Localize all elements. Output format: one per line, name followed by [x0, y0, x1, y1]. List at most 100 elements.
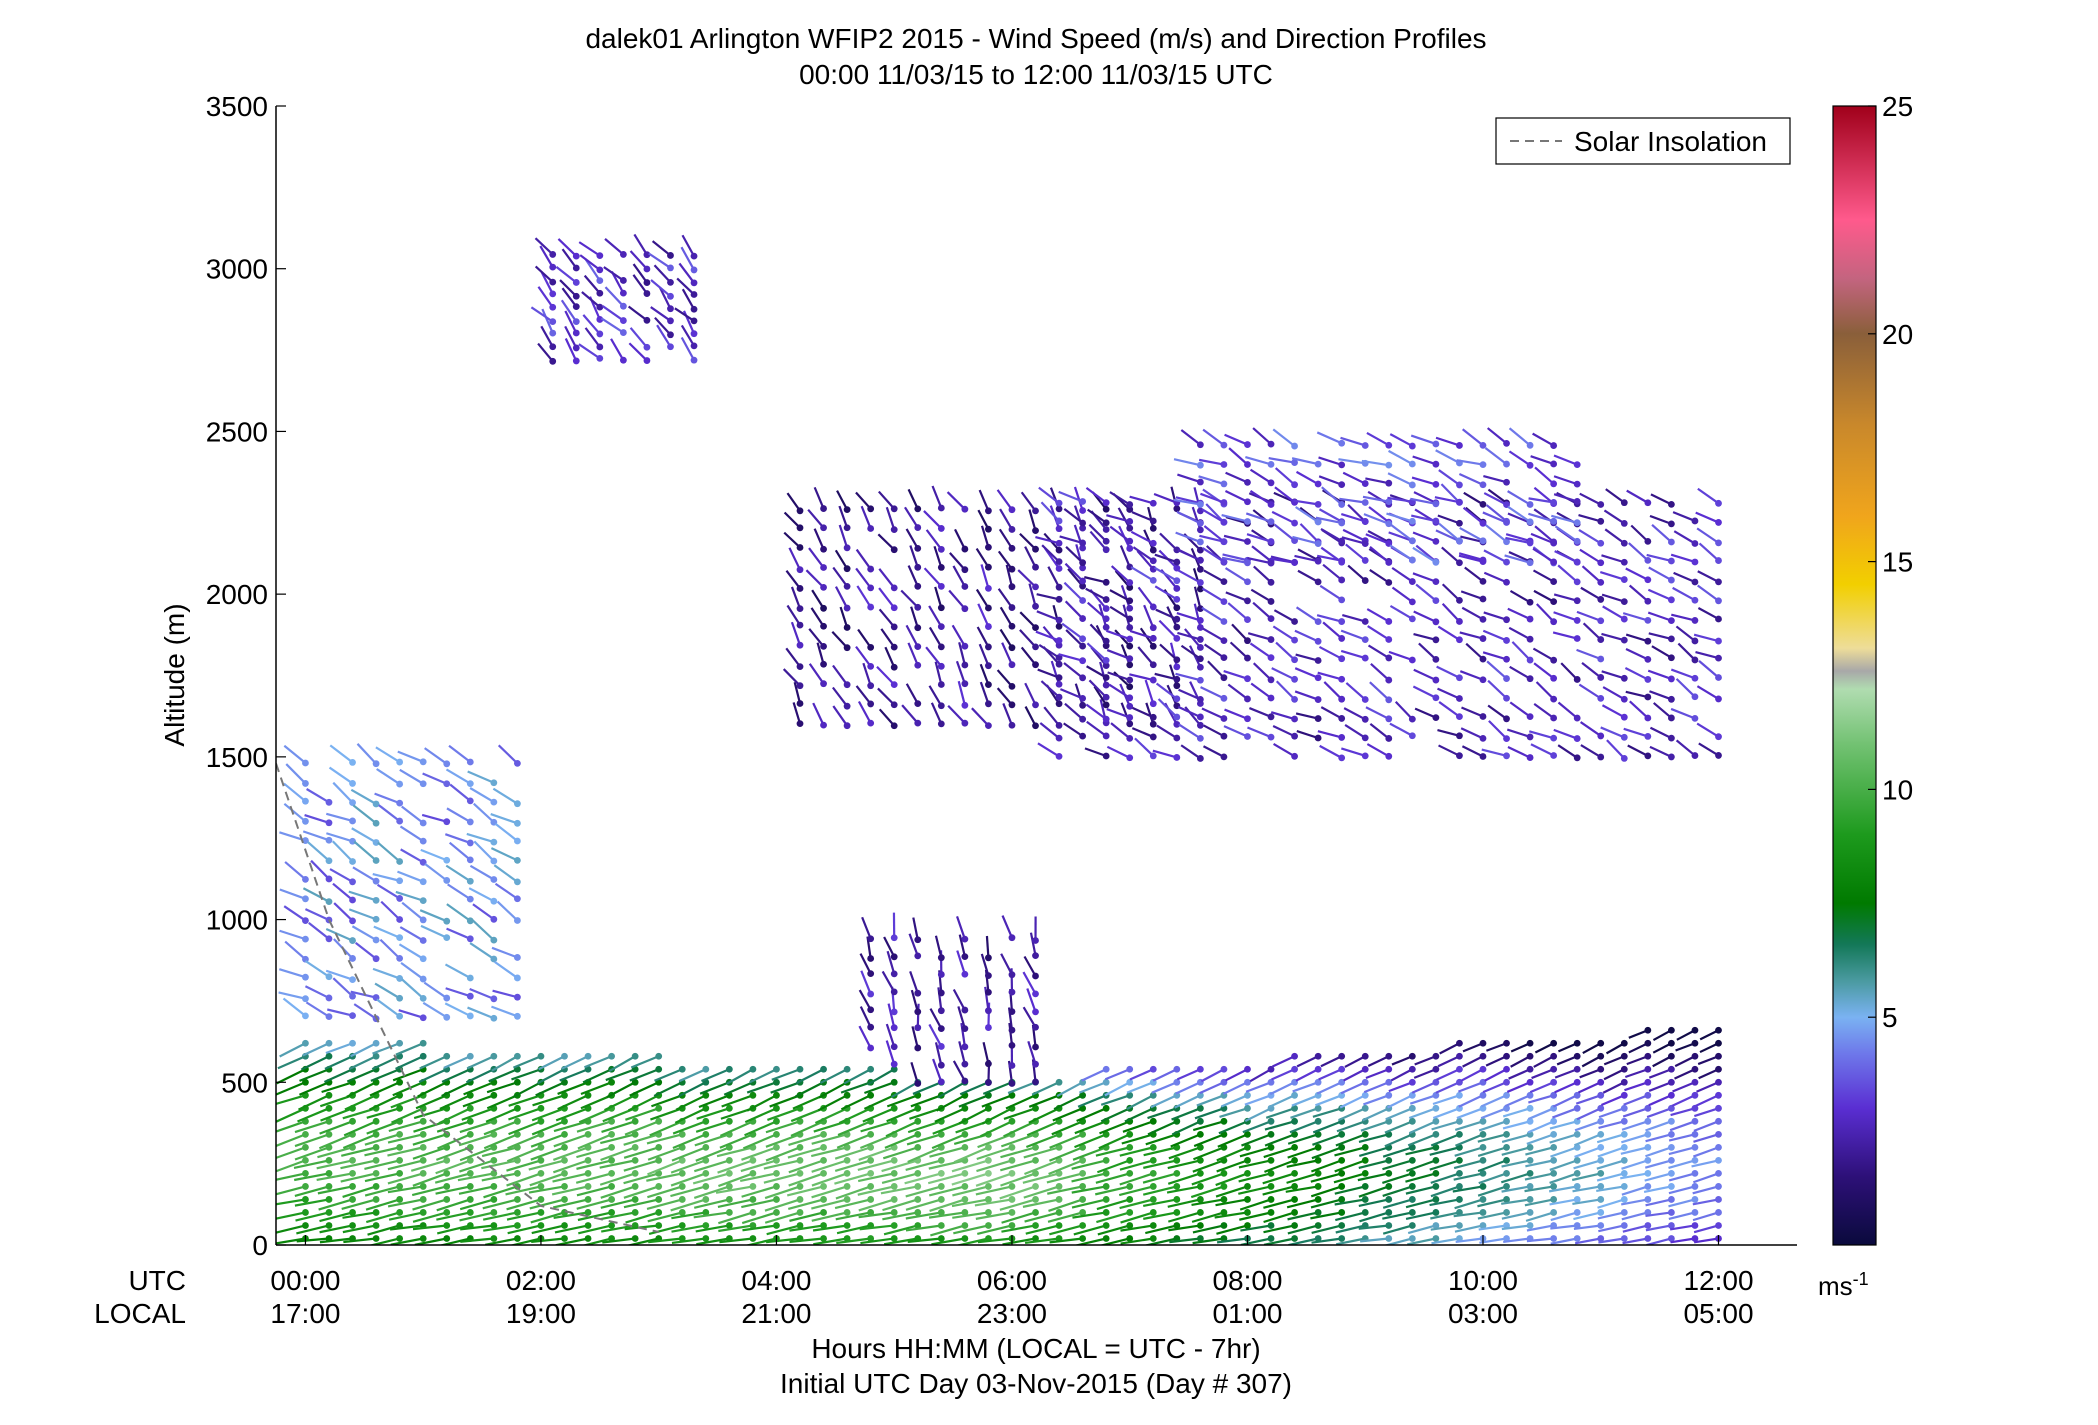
wind-barb-point	[396, 799, 404, 807]
wind-barb-staff	[445, 987, 471, 998]
x-row-label-local: LOCAL	[94, 1298, 186, 1329]
wind-barb-point	[1620, 674, 1628, 682]
wind-barb-point	[1338, 1078, 1346, 1086]
wind-barb-staff	[1126, 1081, 1154, 1094]
wind-barb-staff	[905, 1185, 942, 1198]
wind-barb-point	[937, 525, 945, 532]
wind-barb-staff	[795, 1068, 825, 1085]
wind-barb-point	[325, 1183, 333, 1190]
wind-barb-staff	[277, 1055, 306, 1070]
wind-barb-staff	[486, 1094, 518, 1110]
wind-barb-point	[890, 663, 898, 671]
wind-barb-point	[1456, 481, 1463, 489]
wind-barb-point	[1291, 1156, 1298, 1164]
wind-barb-point	[1102, 596, 1110, 603]
wind-barb-staff	[399, 768, 424, 785]
wind-barb-staff	[1240, 1237, 1272, 1245]
wind-barb-point	[796, 1196, 804, 1203]
wind-barb-staff	[1147, 1107, 1178, 1120]
wind-barb-staff	[603, 266, 624, 282]
wind-barb-staff	[378, 804, 401, 822]
wind-barb-staff	[671, 1237, 706, 1245]
wind-barb-point	[1715, 1156, 1722, 1164]
wind-barb-staff	[979, 681, 990, 705]
wind-barb-point	[1385, 1183, 1393, 1190]
wind-barb-staff	[583, 1055, 613, 1069]
wind-barb-point	[1408, 1143, 1416, 1151]
wind-barb-staff	[578, 1107, 613, 1124]
wind-barb-point	[419, 780, 427, 788]
wind-barb-point	[1385, 1170, 1393, 1177]
wind-barb-staff	[1560, 662, 1578, 681]
wind-barb-point	[655, 1143, 663, 1151]
x-tick-label-local: 19:00	[506, 1298, 576, 1329]
wind-barb-point	[1550, 1235, 1558, 1242]
wind-barb-point	[937, 623, 945, 631]
wind-barb-point	[1432, 500, 1440, 508]
wind-barb-point	[325, 1170, 333, 1177]
wind-barb-staff	[1063, 662, 1084, 679]
wind-barb-staff	[790, 1120, 825, 1137]
wind-barb-point	[890, 681, 898, 688]
wind-barb-staff	[1405, 1211, 1437, 1221]
wind-barb-staff	[1432, 1107, 1460, 1120]
wind-barb-staff	[580, 1094, 613, 1110]
wind-barb-point	[1597, 1052, 1605, 1060]
wind-barb-staff	[1287, 1146, 1319, 1159]
wind-barb-staff	[951, 624, 966, 647]
wind-barb-staff	[1196, 1094, 1225, 1107]
wind-barb-staff	[511, 1068, 542, 1081]
wind-barb-point	[1338, 1222, 1346, 1229]
wind-barb-staff	[1316, 1081, 1343, 1095]
wind-barb-staff	[1318, 456, 1343, 466]
wind-barb-point	[1573, 635, 1581, 642]
wind-barb-staff	[1693, 1120, 1719, 1132]
wind-barb-point	[1244, 637, 1251, 645]
wind-barb-staff	[1437, 514, 1460, 525]
wind-barb-point	[890, 1170, 898, 1177]
wind-barb-staff	[624, 1120, 660, 1136]
wind-barb-staff	[540, 325, 554, 348]
wind-barb-staff	[763, 1172, 801, 1184]
wind-barb-staff	[1574, 1237, 1601, 1245]
wind-barb-point	[549, 278, 557, 286]
wind-barb-staff	[1597, 1146, 1625, 1158]
wind-barb-staff	[928, 1211, 966, 1219]
wind-barb-staff	[1336, 1120, 1366, 1133]
wind-barb-point	[1573, 498, 1581, 505]
wind-barb-point	[667, 264, 674, 272]
wind-barb-staff	[364, 1159, 400, 1170]
wind-barb-point	[820, 1143, 827, 1151]
wind-barb-point	[1220, 1117, 1228, 1125]
wind-barb-point	[1267, 578, 1275, 586]
wind-barb-staff	[348, 1055, 377, 1071]
wind-barb-point	[1385, 676, 1393, 684]
wind-barb-point	[1267, 654, 1275, 662]
wind-barb-staff	[997, 550, 1013, 570]
wind-barb-point	[820, 1196, 827, 1203]
wind-barb-point	[1055, 680, 1063, 688]
wind-barb-point	[1432, 1091, 1440, 1099]
wind-barb-point	[537, 1117, 545, 1125]
wind-barb-point	[1032, 1043, 1039, 1051]
wind-barb-point	[1526, 1222, 1534, 1229]
wind-barb-point	[820, 1222, 827, 1229]
wind-barb-staff	[579, 254, 601, 271]
wind-barb-point	[985, 722, 992, 730]
wind-barb-staff	[744, 1107, 777, 1124]
wind-barb-staff	[1429, 1198, 1460, 1207]
wind-barb-point	[443, 856, 451, 864]
wind-barb-staff	[1216, 1237, 1248, 1244]
wind-barb-point	[1361, 752, 1369, 760]
colorbar-tick-label: 20	[1882, 319, 1913, 350]
wind-barb-point	[667, 331, 674, 339]
wind-barb-point	[1055, 539, 1063, 547]
wind-barb-point	[985, 954, 992, 962]
wind-barb-staff	[952, 1185, 989, 1197]
wind-barb-staff	[840, 1081, 872, 1094]
wind-barb-staff	[671, 1146, 707, 1162]
wind-barb-staff	[1216, 1224, 1248, 1235]
wind-barb-staff	[506, 1172, 542, 1187]
wind-barb-staff	[1064, 600, 1084, 620]
wind-barb-staff	[1218, 1120, 1248, 1135]
